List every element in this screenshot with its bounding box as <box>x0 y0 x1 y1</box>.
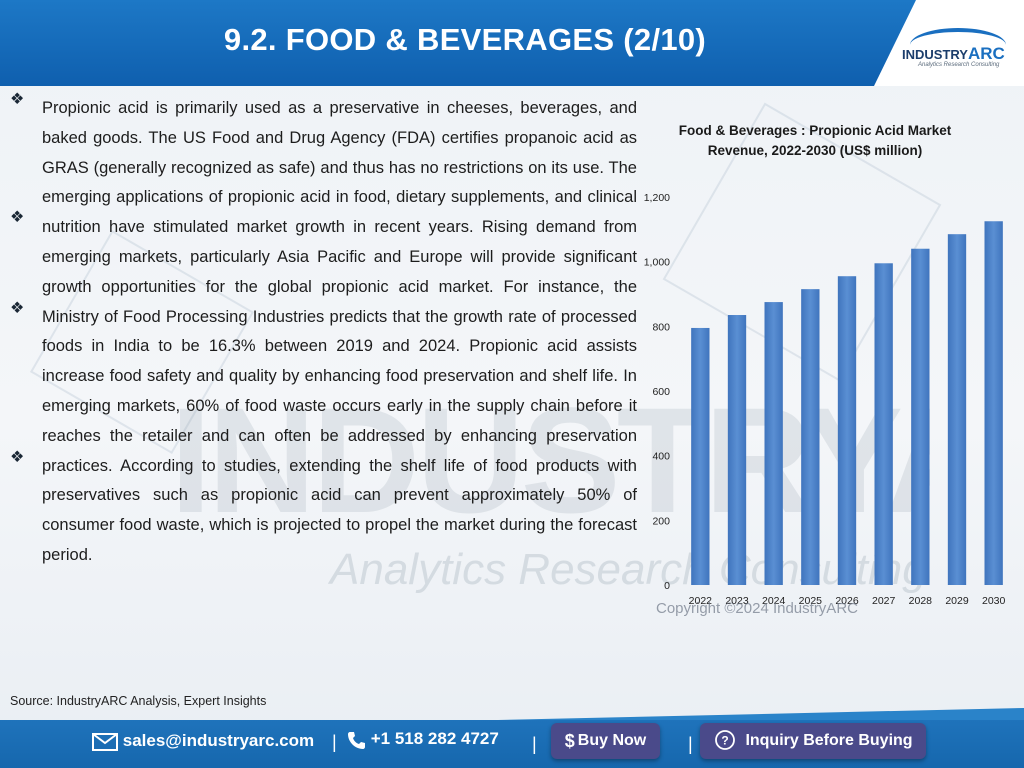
x-tick-label: 2023 <box>725 595 749 607</box>
copyright-text: Copyright ©2024 IndustryARC <box>656 600 858 617</box>
envelope-icon <box>92 732 118 751</box>
bar-2025 <box>801 289 820 585</box>
bar-2027 <box>874 263 893 585</box>
x-tick-label: 2029 <box>945 595 969 607</box>
y-tick-label: 400 <box>652 451 670 463</box>
phone-link[interactable]: +1 518 282 4727 <box>346 729 499 750</box>
y-tick-label: 0 <box>664 580 670 592</box>
footer-separator: | <box>532 734 537 754</box>
buy-now-button[interactable]: $ Buy Now <box>551 723 660 759</box>
y-tick-label: 1,000 <box>644 257 670 269</box>
email-link[interactable]: sales@industryarc.com <box>92 731 314 751</box>
body-paragraph: Propionic acid is primarily used as a pr… <box>42 99 637 564</box>
industryarc-logo: INDUSTRYARC Analytics Research Consultin… <box>902 28 1012 68</box>
bar-chart: 0 200 400 600 800 1,000 1,200 2022 2023 2024 2025 2… <box>644 192 1006 607</box>
diamond-bullet-icon: ❖ <box>10 91 25 108</box>
diamond-bullet-icon: ❖ <box>10 300 25 317</box>
y-tick-label: 600 <box>652 386 670 398</box>
diamond-bullet-icon: ❖ <box>10 449 25 466</box>
question-chat-icon: ? <box>715 730 736 750</box>
y-tick-label: 200 <box>652 515 670 527</box>
source-note: Source: IndustryARC Analysis, Expert Ins… <box>10 694 267 708</box>
x-tick-label: 2025 <box>799 595 823 607</box>
dollar-icon: $ <box>564 730 575 751</box>
header-bar <box>0 0 1024 86</box>
x-tick-label: 2028 <box>909 595 933 607</box>
x-tick-label: 2022 <box>689 595 713 607</box>
inquiry-button[interactable]: ? Inquiry Before Buying <box>700 723 926 759</box>
chart-title: Food & Beverages : Propionic Acid Market… <box>678 123 952 158</box>
svg-text:?: ? <box>722 734 729 748</box>
logo-arc-icon <box>910 28 1006 62</box>
bar-2026 <box>837 276 857 585</box>
bar-2029 <box>947 234 967 585</box>
bar-2028 <box>911 248 930 585</box>
bar-2030 <box>984 221 1003 585</box>
bar-2022 <box>691 327 710 585</box>
bar-2023 <box>727 315 747 585</box>
footer-separator: | <box>688 734 693 754</box>
diamond-bullet-icon: ❖ <box>10 209 25 226</box>
footer-separator: | <box>332 732 337 752</box>
x-tick-label: 2030 <box>982 595 1006 607</box>
bar-2024 <box>764 302 783 585</box>
y-tick-label: 1,200 <box>644 192 670 204</box>
x-tick-label: 2026 <box>835 595 859 607</box>
x-tick-label: 2027 <box>872 595 896 607</box>
phone-icon <box>348 731 365 749</box>
page-title: 9.2. FOOD & BEVERAGES (2/10) <box>223 22 707 57</box>
logo-tagline: Analytics Research Consulting <box>918 62 1000 68</box>
x-tick-label: 2024 <box>762 595 786 607</box>
y-tick-label: 800 <box>652 321 670 333</box>
logo-text: INDUSTRYARC <box>902 44 1005 63</box>
